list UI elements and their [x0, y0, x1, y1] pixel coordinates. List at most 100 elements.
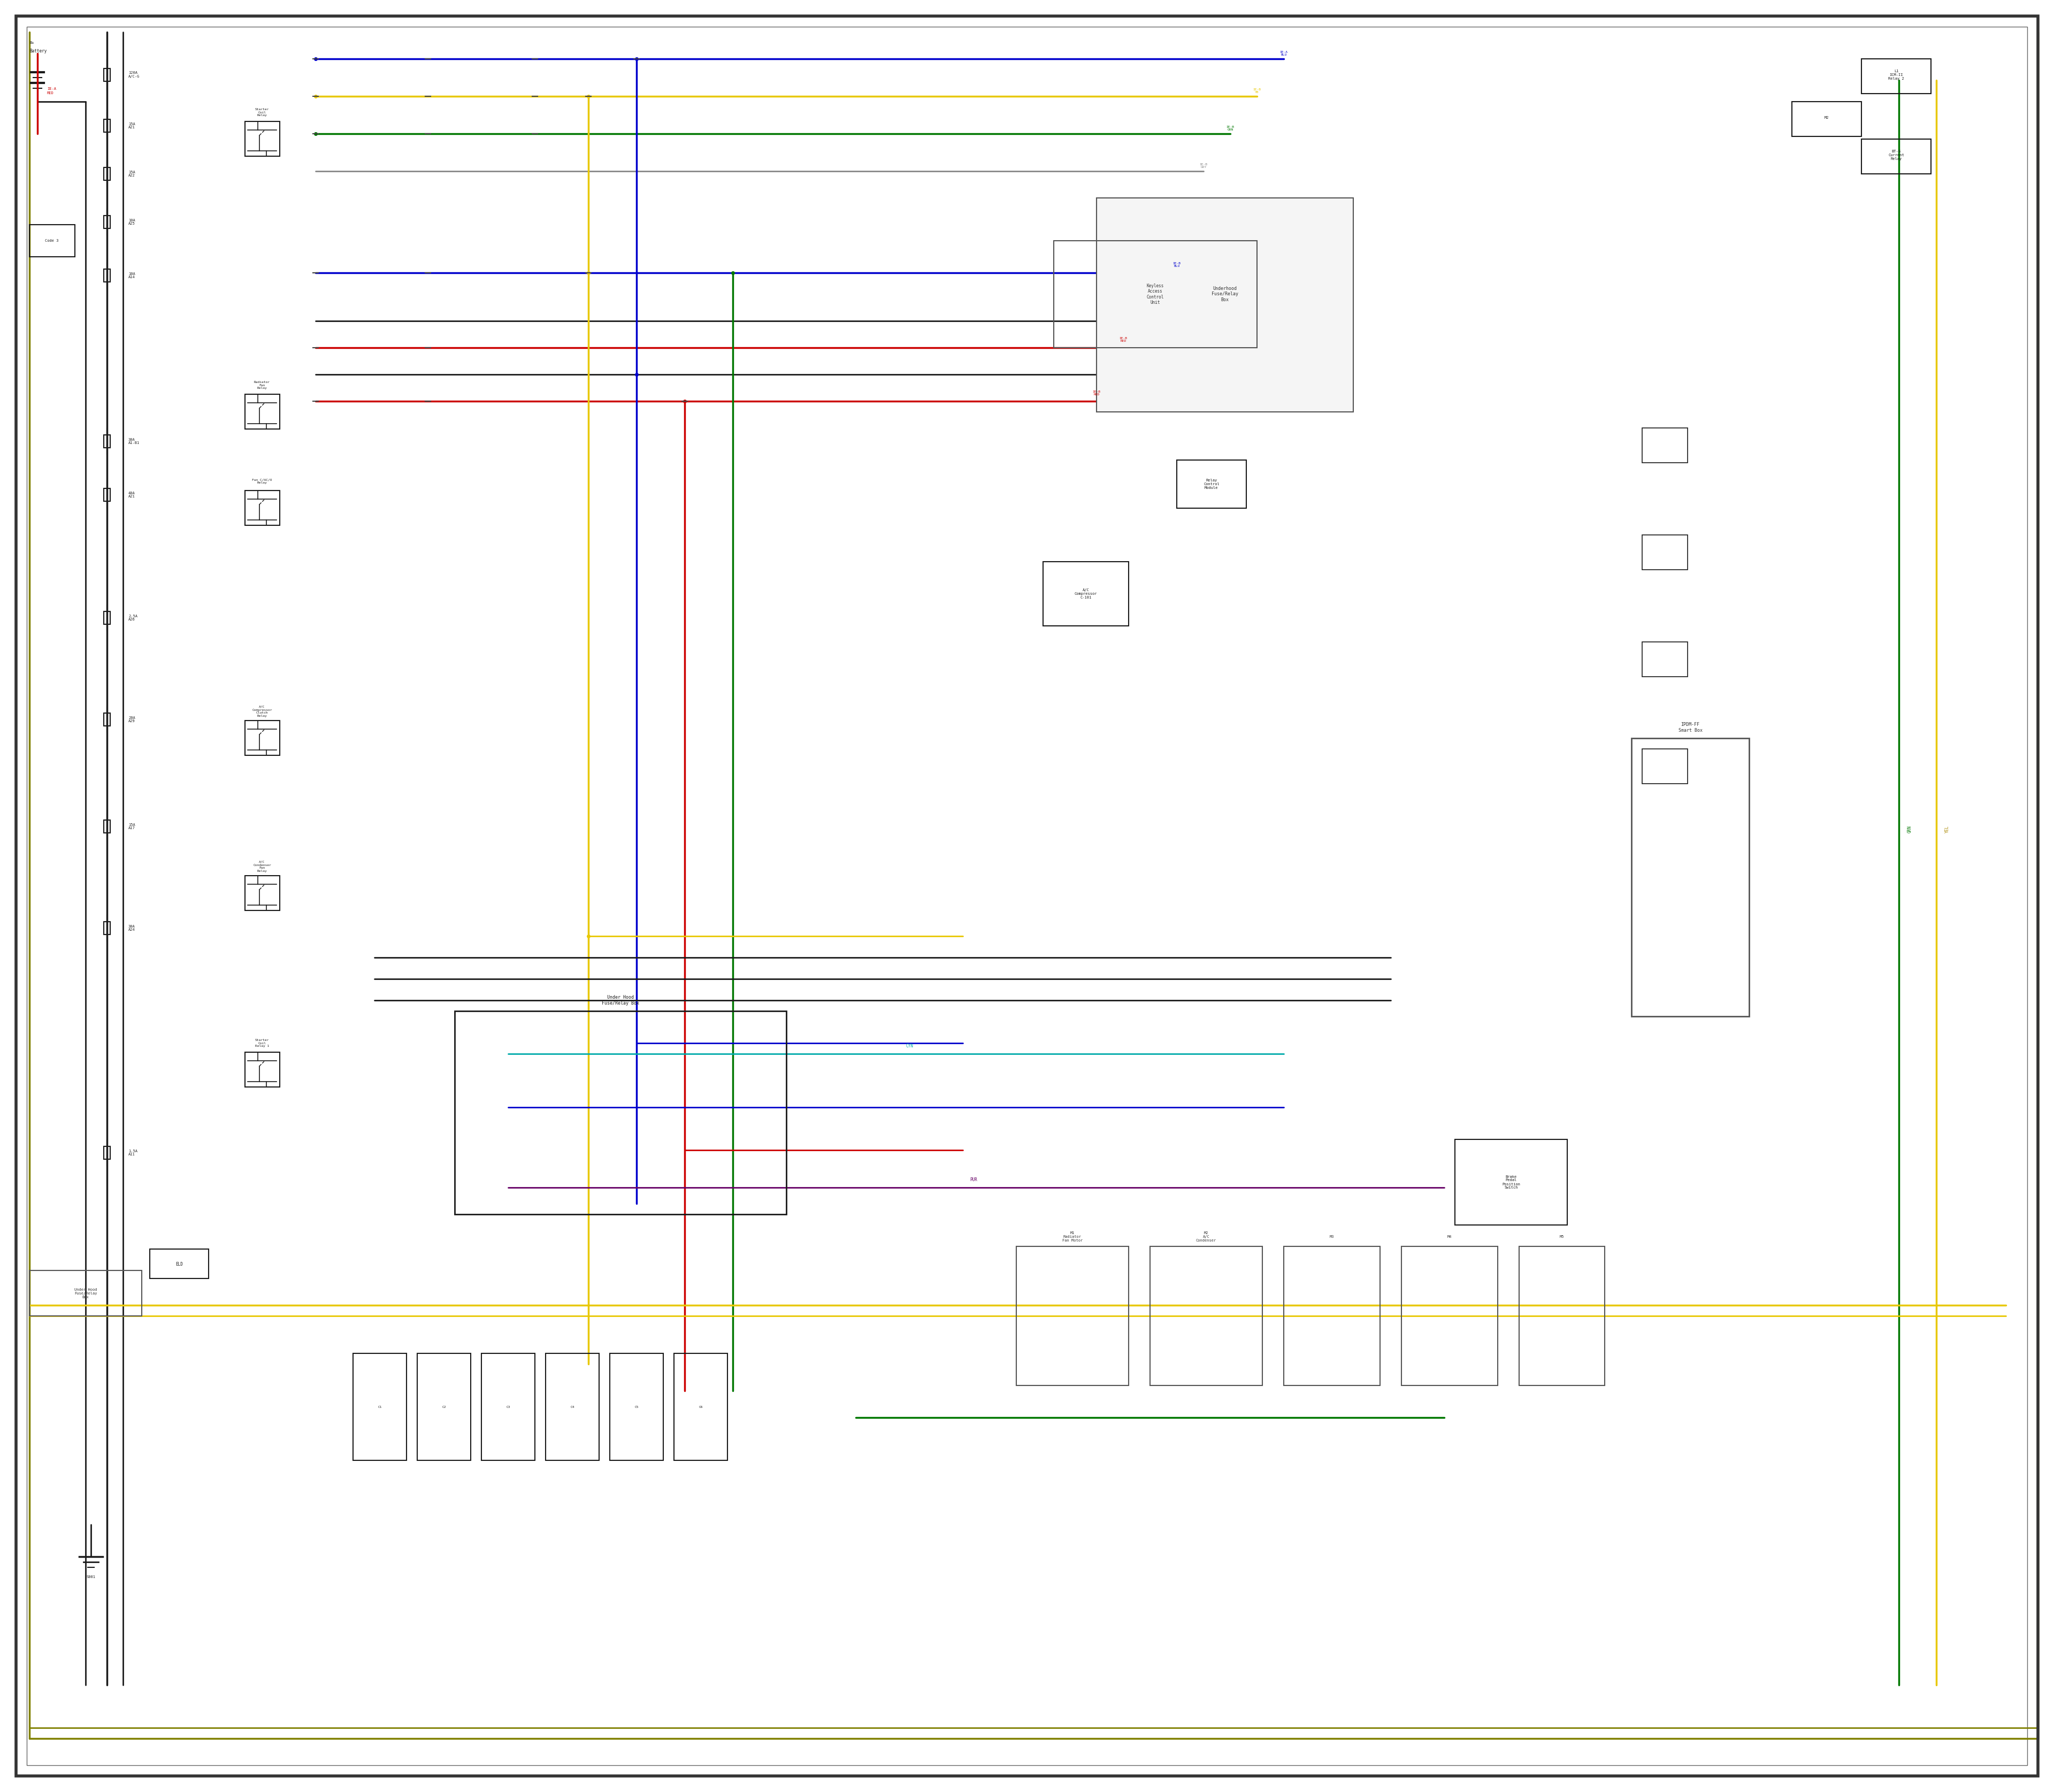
- Bar: [105, 68, 111, 81]
- Text: 10A
A25: 10A A25: [127, 219, 136, 226]
- Bar: [1177, 461, 1247, 509]
- Text: A/C
Compressor
Clutch
Relay: A/C Compressor Clutch Relay: [253, 706, 271, 717]
- Bar: [1097, 197, 1354, 412]
- Bar: [105, 611, 111, 624]
- Bar: [1641, 749, 1688, 783]
- Bar: [244, 491, 279, 525]
- Text: 15A
A21: 15A A21: [127, 122, 136, 129]
- Bar: [244, 720, 279, 754]
- Bar: [1861, 59, 1931, 93]
- Bar: [105, 167, 111, 181]
- Text: 30A
A24: 30A A24: [127, 925, 136, 932]
- Text: IE-B
RED: IE-B RED: [1119, 337, 1128, 342]
- Bar: [105, 435, 111, 448]
- Text: M2: M2: [1824, 116, 1828, 120]
- Text: C6: C6: [698, 1405, 702, 1409]
- Text: M1
Radiator
Fan Motor: M1 Radiator Fan Motor: [1062, 1231, 1082, 1242]
- Text: M5: M5: [1559, 1235, 1565, 1238]
- Text: CYN: CYN: [906, 1043, 914, 1048]
- Text: C1: C1: [378, 1405, 382, 1409]
- Bar: [481, 1353, 534, 1460]
- Bar: [244, 394, 279, 428]
- Text: 40A
A21: 40A A21: [127, 491, 136, 498]
- Text: Radiator
Fan
Relay: Radiator Fan Relay: [255, 380, 271, 389]
- Text: Under Hood
Fuse/Relay Box: Under Hood Fuse/Relay Box: [602, 995, 639, 1005]
- Bar: [105, 821, 111, 833]
- Text: Battery: Battery: [29, 48, 47, 54]
- Bar: [150, 1249, 210, 1278]
- Bar: [674, 1353, 727, 1460]
- Text: Starter
Coil
Relay 1: Starter Coil Relay 1: [255, 1039, 269, 1048]
- Text: Underhood
Fuse/Relay
Box: Underhood Fuse/Relay Box: [1212, 287, 1239, 303]
- Bar: [105, 269, 111, 281]
- Bar: [1054, 240, 1257, 348]
- Bar: [29, 1271, 142, 1315]
- Text: IE-B
GRN: IE-B GRN: [1226, 125, 1234, 131]
- Text: Keyless
Access
Control
Unit: Keyless Access Control Unit: [1146, 283, 1165, 305]
- Text: Fan C/AC/O
Relay: Fan C/AC/O Relay: [253, 478, 271, 484]
- Text: IE-B
GRY: IE-B GRY: [1200, 163, 1208, 168]
- Text: ELD: ELD: [175, 1262, 183, 1267]
- Bar: [1520, 1247, 1604, 1385]
- Bar: [1641, 428, 1688, 462]
- Text: YEL: YEL: [1945, 826, 1949, 833]
- Bar: [244, 876, 279, 910]
- Text: L1
ICM-II
Relay 2: L1 ICM-II Relay 2: [1888, 70, 1904, 81]
- Text: C2: C2: [442, 1405, 446, 1409]
- Text: BT-G
Current
Relay: BT-G Current Relay: [1888, 151, 1904, 161]
- Bar: [1017, 1247, 1128, 1385]
- Text: 15A
A22: 15A A22: [127, 170, 136, 177]
- Bar: [105, 921, 111, 934]
- Bar: [105, 489, 111, 502]
- Bar: [1631, 738, 1750, 1016]
- Bar: [353, 1353, 407, 1460]
- Bar: [105, 215, 111, 228]
- Text: GRN: GRN: [1908, 826, 1912, 833]
- Text: C3: C3: [505, 1405, 509, 1409]
- Text: B+: B+: [29, 41, 35, 45]
- Text: IE-B
RED: IE-B RED: [1093, 391, 1101, 396]
- Text: IE-B
YB: IE-B YB: [1253, 88, 1261, 93]
- Bar: [1150, 1247, 1263, 1385]
- Text: 30A
A1-B1: 30A A1-B1: [127, 437, 140, 444]
- Text: C4: C4: [571, 1405, 575, 1409]
- Text: 120A
A/C-G: 120A A/C-G: [127, 72, 140, 79]
- Text: 1.5A
A11: 1.5A A11: [127, 1149, 138, 1156]
- Text: Under Hood
Fuse/Relay
Box: Under Hood Fuse/Relay Box: [74, 1288, 97, 1299]
- Text: S001: S001: [86, 1575, 94, 1579]
- Text: IE-A
BLU: IE-A BLU: [1280, 50, 1288, 56]
- Text: 10A
A14: 10A A14: [127, 272, 136, 280]
- Text: IE-A
RED: IE-A RED: [47, 88, 55, 95]
- Text: M3: M3: [1329, 1235, 1335, 1238]
- Bar: [1791, 102, 1861, 136]
- Text: PUR: PUR: [969, 1177, 978, 1183]
- Bar: [244, 122, 279, 156]
- Bar: [610, 1353, 663, 1460]
- Text: C5: C5: [635, 1405, 639, 1409]
- Text: A/C
Condenser
Fan
Relay: A/C Condenser Fan Relay: [253, 860, 271, 873]
- Bar: [546, 1353, 600, 1460]
- Text: Starter
Coil
Relay: Starter Coil Relay: [255, 108, 269, 116]
- Bar: [1454, 1140, 1567, 1226]
- Bar: [1641, 536, 1688, 570]
- Bar: [1284, 1247, 1380, 1385]
- Text: IPDM-FF
Smart Box: IPDM-FF Smart Box: [1678, 722, 1703, 733]
- Text: 2.5A
A26: 2.5A A26: [127, 615, 138, 622]
- Text: Code 3: Code 3: [45, 238, 60, 242]
- Text: 15A
A17: 15A A17: [127, 823, 136, 830]
- Bar: [244, 1052, 279, 1088]
- Text: M4: M4: [1448, 1235, 1452, 1238]
- Bar: [105, 1147, 111, 1159]
- Bar: [1861, 140, 1931, 174]
- Bar: [1043, 561, 1128, 625]
- Text: Brake
Pedal
Position
Switch: Brake Pedal Position Switch: [1501, 1176, 1520, 1190]
- Bar: [29, 224, 74, 256]
- Bar: [105, 713, 111, 726]
- Text: IE-B
BLU: IE-B BLU: [1173, 262, 1181, 267]
- Text: M2
A/C
Condenser: M2 A/C Condenser: [1195, 1231, 1216, 1242]
- Bar: [417, 1353, 470, 1460]
- Text: Relay
Control
Module: Relay Control Module: [1204, 478, 1220, 489]
- Bar: [1641, 642, 1688, 677]
- Bar: [1401, 1247, 1497, 1385]
- Text: 20A
A29: 20A A29: [127, 717, 136, 722]
